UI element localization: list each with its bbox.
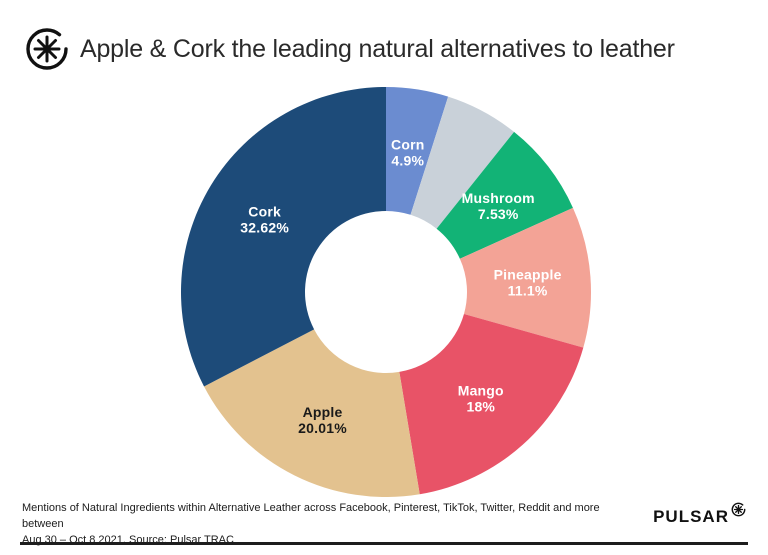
header: Apple & Cork the leading natural alterna…	[24, 26, 675, 72]
chart-caption: Mentions of Natural Ingredients within A…	[22, 500, 642, 548]
pulsar-wordmark: PULSAR	[653, 502, 746, 528]
pulsar-star-icon	[26, 28, 68, 70]
caption-line-2: Aug 30 – Oct 8 2021, Source: Pulsar TRAC	[22, 534, 234, 546]
slice-label-pineapple: Pineapple 11.1%	[494, 266, 562, 298]
slice-label-mushroom: Mushroom 7.53%	[462, 190, 535, 222]
footer-divider	[20, 542, 748, 545]
caption-line-1: Mentions of Natural Ingredients within A…	[22, 502, 600, 530]
slice-label-cork: Cork 32.62%	[240, 203, 289, 235]
donut-slice-unlabeled	[410, 96, 515, 229]
slice-label-apple: Apple 20.01%	[298, 404, 347, 436]
brand-text: PULSAR	[653, 507, 729, 526]
donut-slice-corn	[386, 87, 449, 215]
page-title: Apple & Cork the leading natural alterna…	[80, 34, 675, 63]
pulsar-star-icon-small	[731, 502, 746, 517]
slice-label-corn: Corn 4.9%	[391, 137, 424, 169]
donut-slice-apple	[204, 329, 420, 498]
donut-slice-pineapple	[459, 207, 591, 348]
donut-slice-mango	[399, 313, 584, 495]
slice-label-mango: Mango 18%	[458, 383, 504, 415]
donut-slice-cork	[181, 87, 386, 387]
donut-slice-mushroom	[436, 131, 573, 259]
